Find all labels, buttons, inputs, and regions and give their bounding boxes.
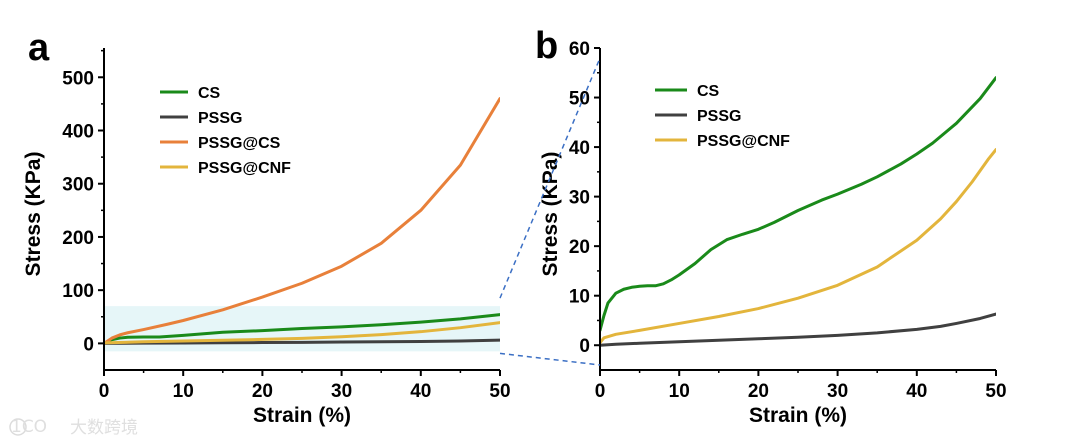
y-tick-label: 100 (62, 281, 94, 302)
series-group (104, 97, 500, 345)
x-tick-label: 50 (489, 381, 510, 402)
legend-label: PSSG@CNF (697, 133, 790, 150)
series-line-cs (600, 76, 996, 332)
zoom-connector-top (499, 57, 601, 299)
watermark: 1CO 大数跨境 (9, 417, 138, 438)
y-axis-title: Stress (KPa) (539, 152, 562, 277)
legend-label: CS (697, 83, 720, 100)
zoom-connector-bottom (499, 352, 601, 366)
y-axis-title: Stress (KPa) (22, 152, 45, 277)
panel-label: b (535, 25, 558, 67)
watermark-logo-icon (9, 418, 27, 436)
series-line-pssg-at-cnf (104, 321, 500, 345)
legend: CS PSSG PSSG@CNF (655, 83, 790, 150)
x-tick-label: 10 (669, 381, 690, 402)
y-tick-label: 400 (62, 121, 94, 142)
series-line-pssg (104, 338, 500, 345)
legend-label: CS (198, 85, 221, 102)
legend-label: PSSG@CS (198, 135, 281, 152)
y-tick-label: 50 (569, 89, 590, 110)
y-tick-label: 60 (569, 39, 590, 60)
panel-label: a (28, 27, 50, 69)
series-line-pssg-at-cnf (600, 148, 996, 345)
y-tick-label: 300 (62, 175, 94, 196)
series-line-pssg-at-cs (104, 97, 500, 345)
y-tick-label: 30 (569, 188, 590, 209)
y-tick-label: 500 (62, 68, 94, 89)
series-group (600, 76, 996, 347)
series-line-cs (104, 313, 500, 345)
x-tick-label: 30 (331, 381, 352, 402)
y-tick-label: 40 (569, 138, 590, 159)
legend: CS PSSG PSSG@CS PSSG@CNF (160, 85, 291, 177)
legend-label: PSSG@CNF (198, 160, 291, 177)
x-tick-label: 50 (985, 381, 1006, 402)
x-tick-label: 40 (906, 381, 927, 402)
x-axis-title: Strain (%) (253, 404, 351, 427)
x-tick-label: 0 (99, 381, 110, 402)
y-tick-label: 0 (83, 334, 94, 355)
x-tick-label: 20 (748, 381, 769, 402)
y-tick-label: 200 (62, 228, 94, 249)
y-tick-label: 0 (579, 336, 590, 357)
legend-label: PSSG (697, 108, 741, 125)
panel-b: 0 10 20 30 40 50 0 10 20 30 40 50 60 Strain (%) Stress… (535, 25, 1007, 427)
x-tick-label: 40 (410, 381, 431, 402)
x-tick-label: 20 (252, 381, 273, 402)
watermark-text: 大数跨境 (70, 418, 138, 438)
y-tick-label: 10 (569, 287, 590, 308)
x-tick-label: 10 (173, 381, 194, 402)
x-tick-label: 0 (595, 381, 606, 402)
series-line-pssg (600, 312, 996, 347)
x-tick-label: 30 (827, 381, 848, 402)
legend-label: PSSG (198, 110, 242, 127)
y-tick-label: 20 (569, 237, 590, 258)
x-axis-title: Strain (%) (749, 404, 847, 427)
watermark-logo: 1CO (11, 417, 47, 437)
